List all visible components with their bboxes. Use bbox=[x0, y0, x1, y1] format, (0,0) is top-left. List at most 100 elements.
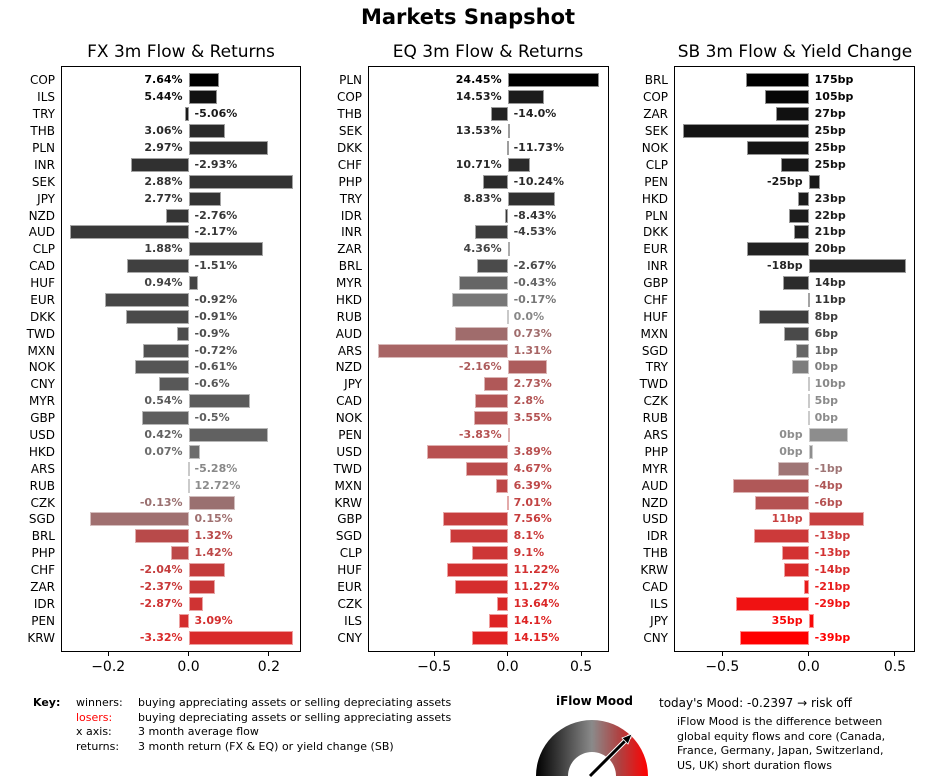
x-tick-label: 0.2 bbox=[257, 659, 280, 675]
category-label: CLP bbox=[645, 157, 668, 172]
category-label: DKK bbox=[643, 225, 668, 240]
bar bbox=[782, 276, 809, 291]
category-label: TWD bbox=[26, 326, 55, 341]
category-label: DKK bbox=[337, 140, 362, 155]
bar bbox=[70, 225, 189, 240]
value-label: 0.73% bbox=[513, 326, 552, 340]
x-tick-label: −0.5 bbox=[705, 659, 740, 675]
bar bbox=[442, 512, 508, 527]
category-label: HKD bbox=[335, 292, 362, 307]
gauge-needle-icon bbox=[588, 733, 633, 778]
bar bbox=[131, 157, 189, 172]
eq-chart-title: EQ 3m Flow & Returns bbox=[392, 42, 584, 62]
value-label: 9.1% bbox=[513, 546, 545, 560]
category-label: CAD bbox=[29, 259, 55, 274]
bar bbox=[783, 563, 809, 578]
value-label: -2.17% bbox=[194, 225, 238, 239]
value-label: 8.83% bbox=[463, 191, 502, 205]
category-label: SEK bbox=[338, 124, 362, 139]
category-label: MYR bbox=[335, 276, 362, 291]
x-tick-label: 0.0 bbox=[496, 659, 519, 675]
value-label: -6bp bbox=[814, 495, 843, 509]
legend-term: losers: bbox=[76, 710, 113, 724]
value-label: 105bp bbox=[814, 90, 854, 104]
bar bbox=[477, 259, 508, 274]
value-label: -0.43% bbox=[513, 276, 557, 290]
value-label: 11bp bbox=[814, 292, 846, 306]
bar bbox=[471, 546, 508, 561]
category-label: KRW bbox=[640, 563, 668, 578]
value-label: -4.53% bbox=[513, 225, 557, 239]
bar bbox=[507, 124, 510, 139]
value-label: -10.24% bbox=[513, 174, 564, 188]
category-label: CNY bbox=[30, 377, 55, 392]
value-label: -2.76% bbox=[194, 208, 238, 222]
bar bbox=[483, 174, 508, 189]
bar bbox=[187, 478, 190, 493]
bar bbox=[807, 377, 810, 392]
value-label: 0bp bbox=[779, 427, 803, 441]
category-label: USD bbox=[29, 427, 55, 442]
category-label: DKK bbox=[30, 309, 55, 324]
category-label: HUF bbox=[337, 563, 362, 578]
category-label: CZK bbox=[643, 394, 668, 409]
bar bbox=[747, 242, 809, 257]
category-label: JPY bbox=[650, 613, 668, 628]
bar bbox=[126, 309, 189, 324]
legend-description: buying depreciating assets or selling ap… bbox=[138, 710, 452, 724]
value-label: 8bp bbox=[814, 309, 839, 323]
x-tick bbox=[433, 652, 435, 656]
value-label: -2.87% bbox=[139, 596, 183, 610]
value-label: 13.64% bbox=[513, 596, 560, 610]
value-label: 11.27% bbox=[513, 579, 560, 593]
mood-description-line: France, Germany, Japan, Switzerland, bbox=[677, 744, 884, 757]
value-label: -5.06% bbox=[194, 107, 238, 121]
category-label: HKD bbox=[641, 191, 668, 206]
bar bbox=[507, 90, 544, 105]
value-label: -14bp bbox=[814, 563, 851, 577]
category-label: RUB bbox=[336, 309, 362, 324]
value-label: -2.37% bbox=[139, 579, 183, 593]
category-label: ARS bbox=[643, 427, 668, 442]
bar bbox=[791, 360, 809, 375]
value-label: -5.28% bbox=[194, 461, 238, 475]
bar bbox=[188, 276, 198, 291]
legend-term: x axis: bbox=[76, 725, 112, 738]
bar bbox=[449, 529, 508, 544]
category-label: INR bbox=[647, 259, 668, 274]
value-label: -8.43% bbox=[513, 208, 557, 222]
bar bbox=[179, 613, 189, 628]
bar bbox=[507, 73, 600, 88]
category-label: ARS bbox=[337, 343, 362, 358]
category-label: AUD bbox=[335, 326, 362, 341]
category-label: COP bbox=[642, 90, 668, 105]
category-label: AUD bbox=[641, 478, 668, 493]
value-label: 0.42% bbox=[144, 427, 183, 441]
category-label: COP bbox=[336, 90, 362, 105]
category-label: ZAR bbox=[337, 242, 362, 257]
value-label: 12.72% bbox=[194, 478, 241, 492]
x-tick bbox=[507, 652, 509, 656]
value-label: 175bp bbox=[814, 73, 854, 87]
category-label: NOK bbox=[641, 140, 668, 155]
bar bbox=[188, 495, 235, 510]
bar bbox=[475, 394, 508, 409]
mood-description-line: US, UK) short duration flows bbox=[677, 758, 833, 772]
value-label: 6bp bbox=[814, 326, 839, 340]
bar bbox=[104, 292, 189, 307]
value-label: -0.17% bbox=[513, 292, 557, 306]
category-label: CNY bbox=[643, 630, 668, 645]
category-label: MYR bbox=[28, 394, 55, 409]
bar bbox=[188, 174, 293, 189]
category-label: NZD bbox=[335, 360, 362, 375]
category-label: RUB bbox=[642, 411, 668, 426]
bar bbox=[808, 174, 820, 189]
legend-key-label: Key: bbox=[33, 696, 61, 709]
value-label: 8.1% bbox=[513, 529, 545, 543]
category-label: THB bbox=[643, 546, 668, 561]
category-label: ILS bbox=[37, 90, 55, 105]
category-label: CLP bbox=[339, 546, 362, 561]
value-label: 5.44% bbox=[144, 90, 183, 104]
value-label: 0bp bbox=[814, 360, 839, 374]
value-label: 24.45% bbox=[455, 73, 502, 87]
